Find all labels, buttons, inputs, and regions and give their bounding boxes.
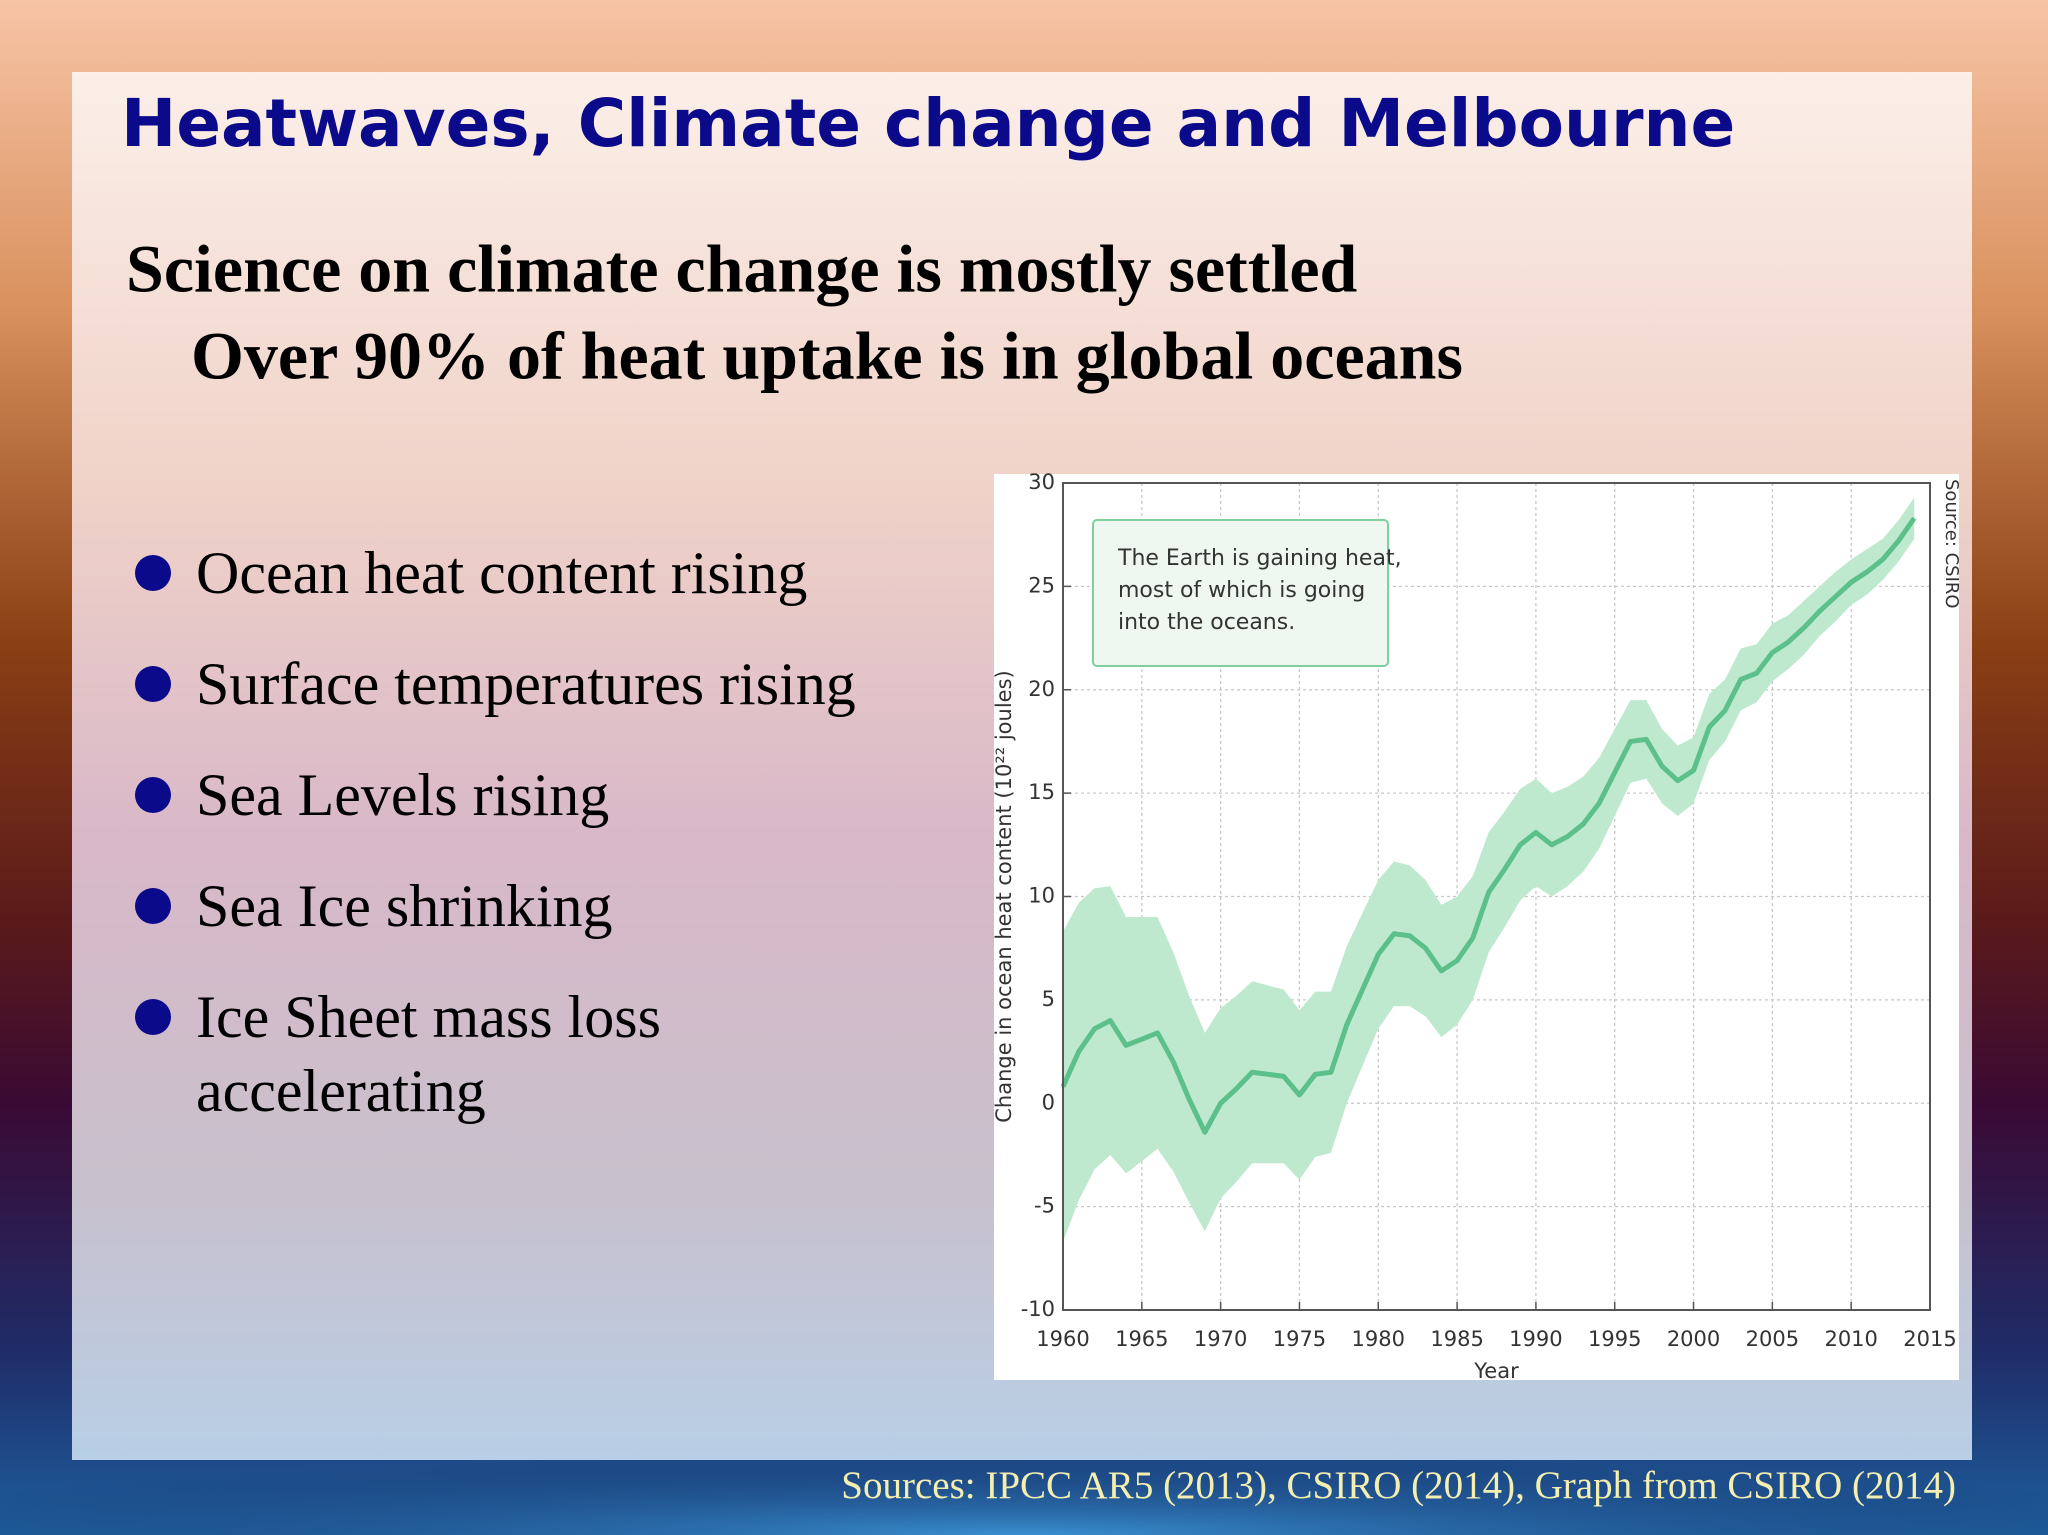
x-tick-label: 2000 xyxy=(1667,1327,1720,1351)
bullet-dot xyxy=(135,555,171,591)
x-tick-label: 1990 xyxy=(1509,1327,1562,1351)
bullet-text: Ocean heat content rising xyxy=(196,540,807,606)
x-tick-label: 1980 xyxy=(1352,1327,1405,1351)
y-tick-label: 15 xyxy=(1028,780,1055,804)
subtitle: Science on climate change is mostly sett… xyxy=(126,231,1358,307)
y-tick-label: -5 xyxy=(1034,1194,1055,1218)
data-line xyxy=(1060,516,1917,1135)
x-tick-label: 2010 xyxy=(1824,1327,1877,1351)
bullet-text: Sea Ice shrinking xyxy=(196,873,613,939)
x-tick-label: 2005 xyxy=(1746,1327,1799,1351)
bullet-list: Ocean heat content rising Surface tempera… xyxy=(135,540,856,1124)
annotation-box xyxy=(1092,519,1389,667)
footer-sources: Sources: IPCC AR5 (2013), CSIRO (2014), … xyxy=(841,1464,1956,1507)
x-axis-label: Year xyxy=(1473,1359,1519,1383)
subtitle: Over 90% of heat uptake is in global oce… xyxy=(191,318,1463,394)
bullet-dot xyxy=(135,999,171,1035)
y-tick-label: -10 xyxy=(1021,1297,1055,1321)
source-label: Source: CSIRO xyxy=(1941,479,1962,609)
x-tick-label: 1960 xyxy=(1036,1327,1089,1351)
y-tick-label: 25 xyxy=(1028,573,1055,597)
chart: -10 -5 0 5 10 15 20 25 30 1960 1965 1970 1975 1980 198… xyxy=(992,470,1962,1383)
uncertainty-band xyxy=(1063,497,1915,1242)
x-tick-label: 1985 xyxy=(1430,1327,1483,1351)
x-tick-label: 1970 xyxy=(1194,1327,1247,1351)
y-tick-label: 20 xyxy=(1028,677,1055,701)
x-tick-label: 1975 xyxy=(1273,1327,1326,1351)
slide-title: Heatwaves, Climate change and Melbourne xyxy=(121,85,1735,162)
annotation-text: The Earth is gaining heat, xyxy=(1117,546,1402,571)
y-tick-label: 30 xyxy=(1028,470,1055,494)
bullet-text: Surface temperatures rising xyxy=(196,651,856,717)
y-tick-label: 10 xyxy=(1028,884,1055,908)
y-tick-label: 0 xyxy=(1042,1090,1055,1114)
y-tick-label: 5 xyxy=(1042,987,1055,1011)
x-tick-label: 1995 xyxy=(1588,1327,1641,1351)
annotation-text: most of which is going xyxy=(1118,578,1365,603)
bullet-dot xyxy=(135,777,171,813)
bullet-text: Ice Sheet mass loss xyxy=(196,984,661,1050)
x-tick-label: 2015 xyxy=(1903,1327,1956,1351)
y-axis-label: Change in ocean heat content (10²² joule… xyxy=(992,670,1016,1122)
annotation-text: into the oceans. xyxy=(1118,610,1295,635)
bullet-text: accelerating xyxy=(196,1058,486,1124)
bullet-dot xyxy=(135,888,171,924)
bullet-dot xyxy=(135,666,171,702)
bullet-text: Sea Levels rising xyxy=(196,762,609,828)
plot-frame xyxy=(1062,482,1931,1311)
x-tick-label: 1965 xyxy=(1115,1327,1168,1351)
